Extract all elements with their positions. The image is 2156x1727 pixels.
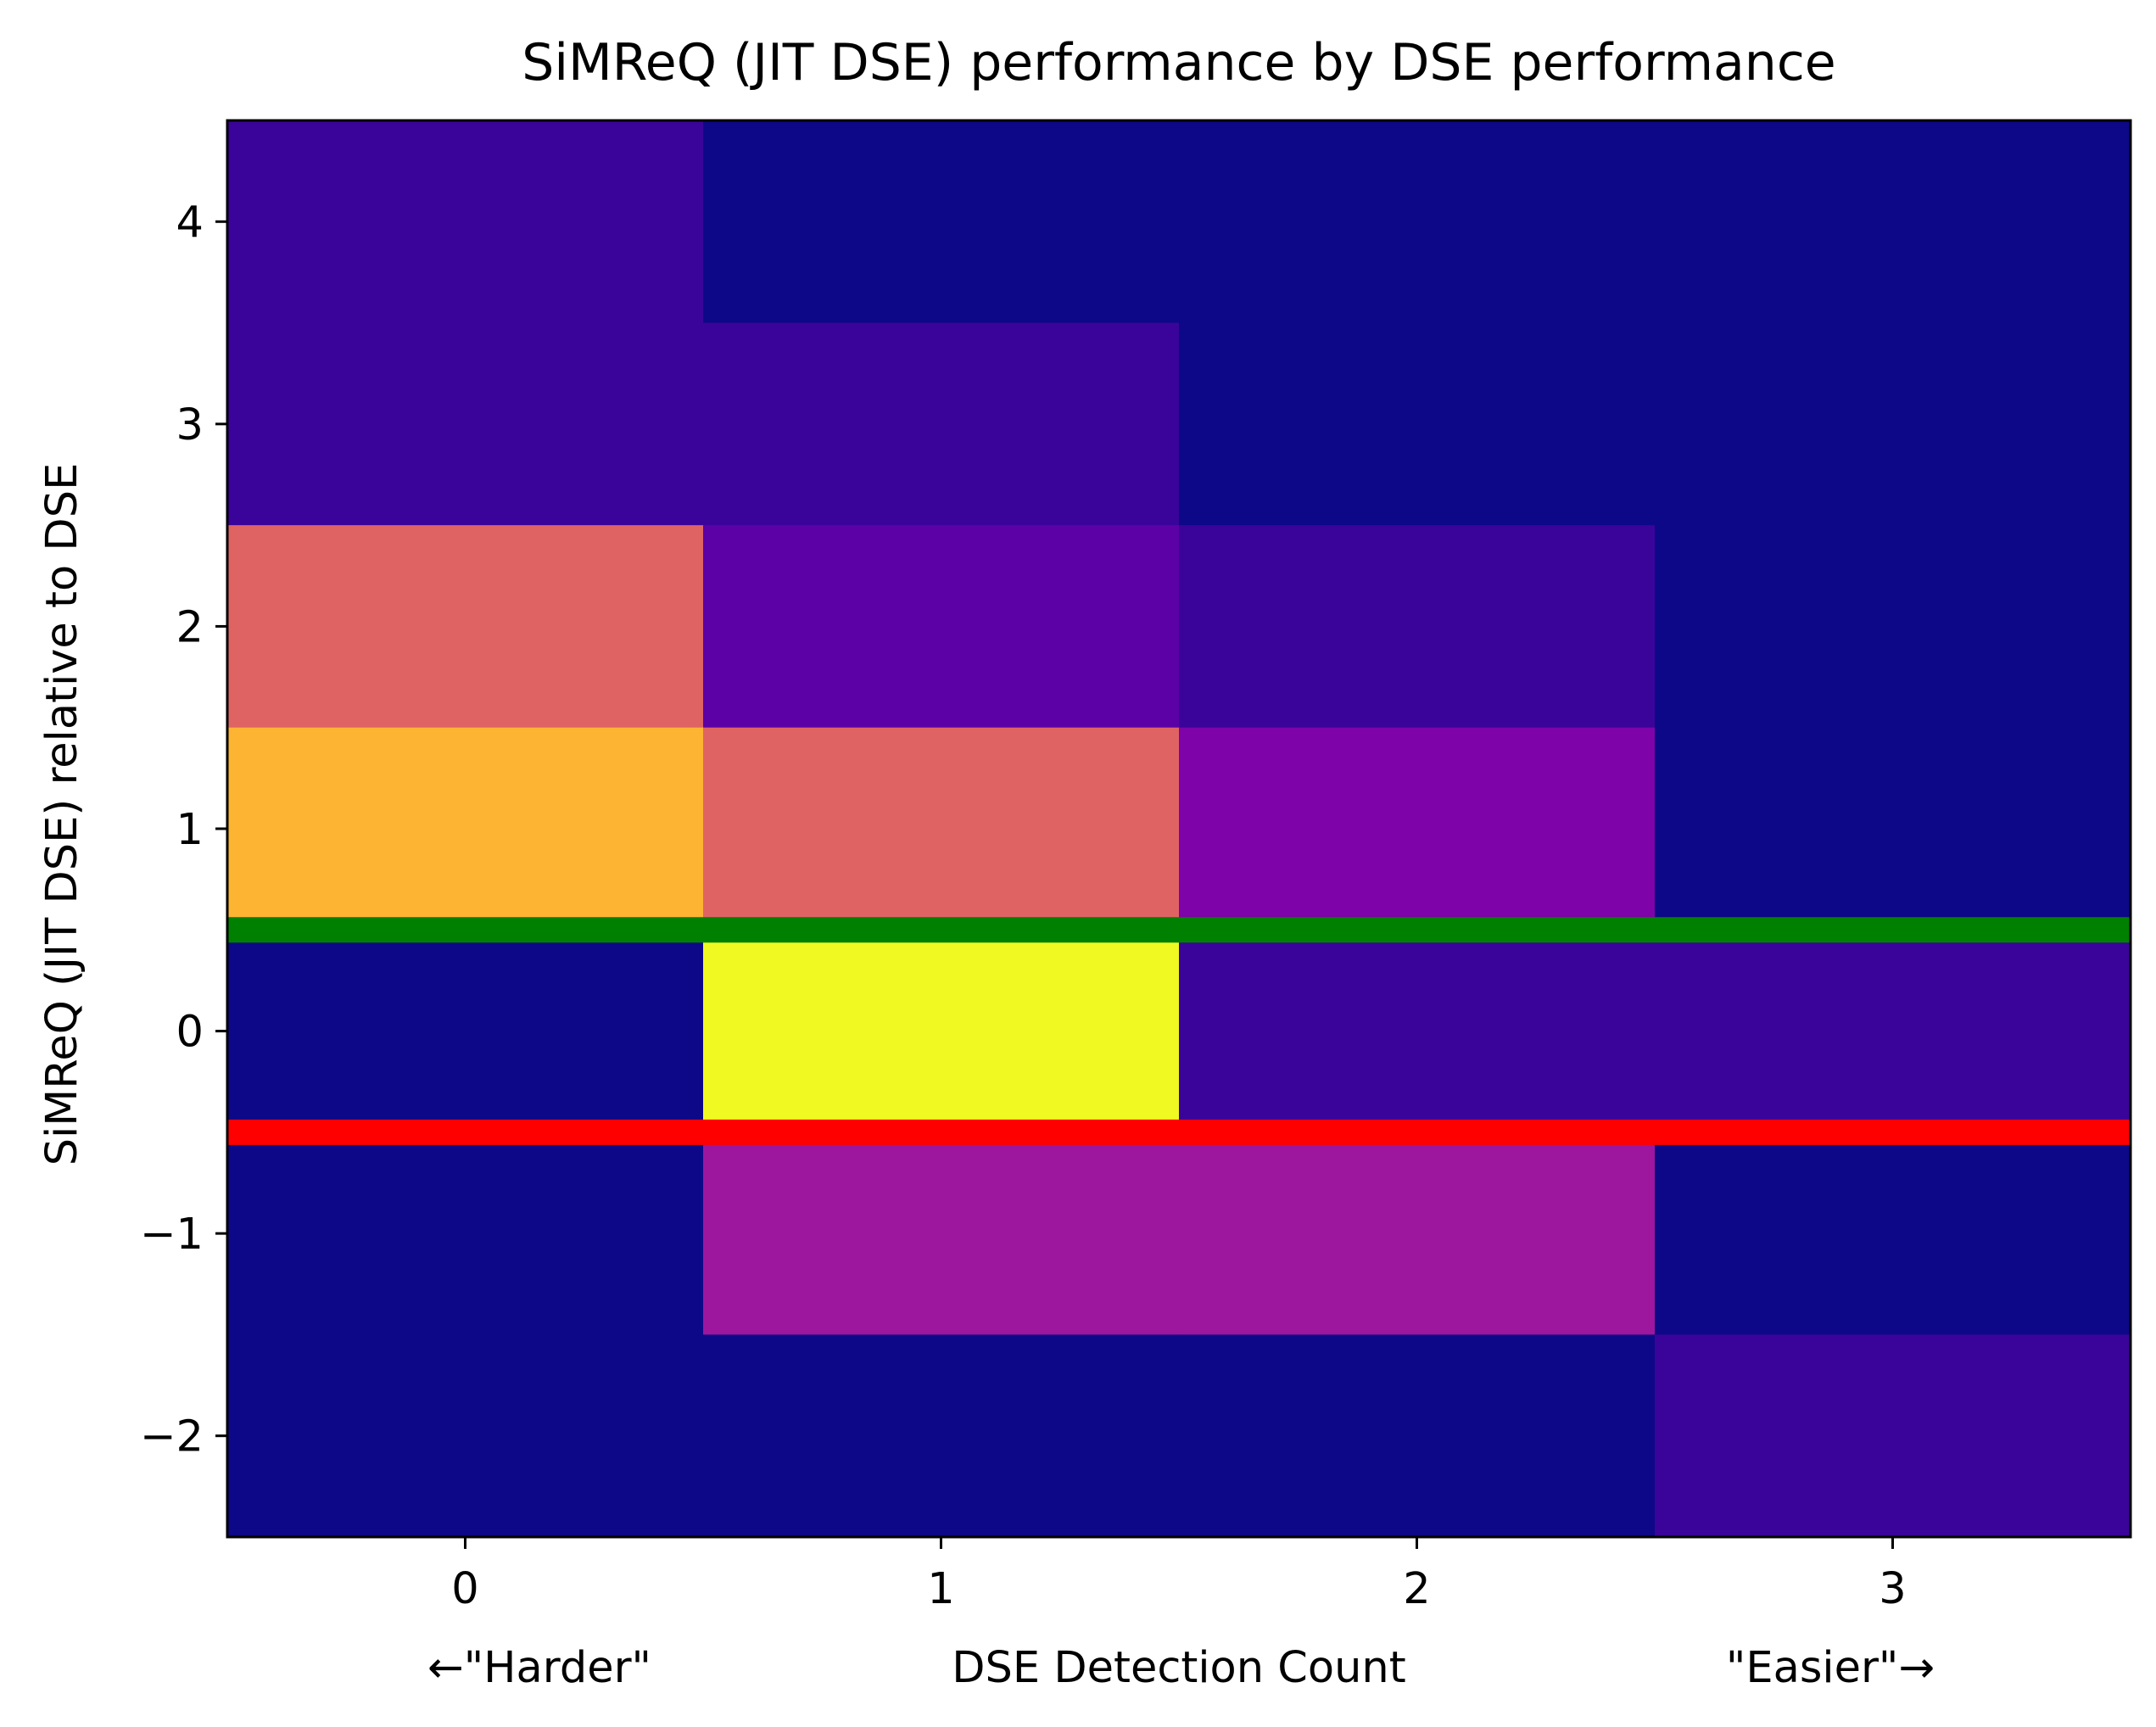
y-axis-ticks: −2 −1 0 1 2 3 4 (140, 198, 227, 1462)
reference-lines (227, 917, 2131, 1145)
heatmap-cell (1179, 322, 1656, 526)
heatmap-cell (703, 1132, 1180, 1336)
heatmap-cell (227, 1334, 704, 1538)
heatmap-cell (1179, 120, 1656, 324)
heatmap-cell (1179, 1334, 1656, 1538)
x-axis-label: DSE Detection Count (952, 1643, 1406, 1693)
y-tick-label: 3 (176, 400, 204, 450)
heatmap-cell (1655, 930, 2131, 1133)
heatmap-cell (703, 930, 1180, 1133)
y-tick-label: 1 (176, 805, 204, 855)
heatmap-cell (1655, 727, 2131, 931)
x-tick-label: 1 (927, 1564, 954, 1614)
y-tick-label: 2 (176, 602, 204, 652)
y-axis-label: SiMReQ (JIT DSE) relative to DSE (37, 463, 87, 1166)
heatmap-cell (1179, 727, 1656, 931)
heatmap-cell (1655, 120, 2131, 324)
x-axis-easier-label: "Easier"→ (1726, 1643, 1935, 1693)
heatmap-cell (227, 322, 704, 526)
heatmap-cells (227, 120, 2131, 1538)
heatmap-cell (703, 727, 1180, 931)
x-tick-label: 3 (1879, 1564, 1906, 1614)
y-tick-label: 0 (176, 1008, 204, 1058)
heatmap-cell (227, 1132, 704, 1336)
heatmap-cell (227, 930, 704, 1133)
heatmap-cell (1655, 1334, 2131, 1538)
x-tick-label: 0 (451, 1564, 478, 1614)
heatmap-cell (703, 322, 1180, 526)
chart-title: SiMReQ (JIT DSE) performance by DSE perf… (522, 33, 1835, 92)
heatmap-cell (1655, 322, 2131, 526)
x-tick-label: 2 (1403, 1564, 1430, 1614)
heatmap-cell (1655, 1132, 2131, 1336)
heatmap-cell (1179, 930, 1656, 1133)
heatmap-cell (703, 525, 1180, 729)
y-tick-label: 4 (176, 198, 204, 248)
y-tick-label: −2 (140, 1412, 204, 1462)
heatmap-cell (227, 525, 704, 729)
x-axis-ticks: 0 1 2 3 (451, 1537, 1907, 1614)
heatmap-cell (703, 120, 1180, 324)
x-axis-harder-label: ←"Harder" (427, 1643, 651, 1693)
heatmap-cell (227, 120, 704, 324)
heatmap-cell (1655, 525, 2131, 729)
heatmap-cell (1179, 525, 1656, 729)
heatmap-cell (703, 1334, 1180, 1538)
y-tick-label: −1 (140, 1210, 204, 1260)
heatmap-cell (227, 727, 704, 931)
heatmap-cell (1179, 1132, 1656, 1336)
